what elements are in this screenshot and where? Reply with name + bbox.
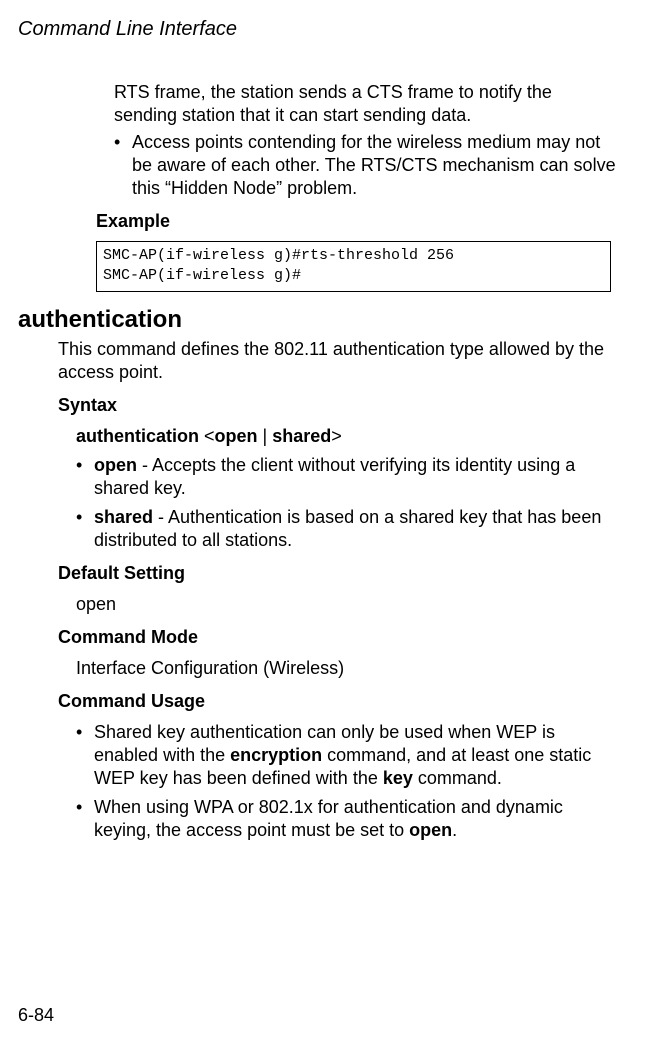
syntax-line: authentication <open | shared> xyxy=(76,425,617,448)
syntax-lt: < xyxy=(204,426,215,446)
opt-open: • open - Accepts the client without veri… xyxy=(76,454,617,500)
command-intro: This command defines the 802.11 authenti… xyxy=(58,338,617,384)
code-line-1: SMC-AP(if-wireless g)#rts-threshold 256 xyxy=(103,247,454,264)
usage2-pre: When using WPA or 802.1x for authenticat… xyxy=(94,797,563,840)
syntax-block: Syntax authentication <open | shared> • … xyxy=(76,394,617,843)
top-block: RTS frame, the station sends a CTS frame… xyxy=(114,81,617,200)
usage-label: Command Usage xyxy=(58,690,617,713)
usage1-text: Shared key authentication can only be us… xyxy=(94,721,617,790)
syntax-pipe: | xyxy=(258,426,273,446)
usage-bullet-2: • When using WPA or 802.1x for authentic… xyxy=(76,796,617,842)
opt-shared-text: shared - Authentication is based on a sh… xyxy=(94,506,617,552)
top-bullet-text: Access points contending for the wireles… xyxy=(132,131,617,200)
bullet-dot: • xyxy=(76,721,94,790)
syntax-shared: shared xyxy=(272,426,331,446)
usage1-b1: encryption xyxy=(230,745,322,765)
usage2-text: When using WPA or 802.1x for authenticat… xyxy=(94,796,617,842)
example-wrap: Example xyxy=(96,210,617,233)
bullet-dot: • xyxy=(76,454,94,500)
default-label: Default Setting xyxy=(58,562,617,585)
syntax-gt: > xyxy=(331,426,342,446)
opt-shared: • shared - Authentication is based on a … xyxy=(76,506,617,552)
example-code-box: SMC-AP(if-wireless g)#rts-threshold 256 … xyxy=(96,241,611,292)
bullet-dot: • xyxy=(76,506,94,552)
example-label: Example xyxy=(96,210,617,233)
command-intro-text: This command defines the 802.11 authenti… xyxy=(58,338,617,384)
usage1-post: command. xyxy=(413,768,502,788)
usage2-post: . xyxy=(452,820,457,840)
page-number: 6-84 xyxy=(18,1005,54,1026)
usage1-b2: key xyxy=(383,768,413,788)
code-line-2: SMC-AP(if-wireless g)# xyxy=(103,267,301,284)
page: Command Line Interface RTS frame, the st… xyxy=(0,0,657,1052)
command-heading: authentication xyxy=(18,306,627,334)
opt-shared-term: shared xyxy=(94,507,153,527)
continuation-text: RTS frame, the station sends a CTS frame… xyxy=(114,81,617,127)
bullet-dot: • xyxy=(114,131,132,200)
syntax-label: Syntax xyxy=(58,394,617,417)
running-header: Command Line Interface xyxy=(18,18,627,41)
opt-open-term: open xyxy=(94,455,137,475)
usage-bullet-1: • Shared key authentication can only be … xyxy=(76,721,617,790)
top-bullet: • Access points contending for the wirel… xyxy=(114,131,617,200)
opt-open-text: open - Accepts the client without verify… xyxy=(94,454,617,500)
mode-label: Command Mode xyxy=(58,626,617,649)
bullet-dot: • xyxy=(76,796,94,842)
default-value: open xyxy=(76,593,617,616)
syntax-cmd: authentication xyxy=(76,426,199,446)
code-wrap: SMC-AP(if-wireless g)#rts-threshold 256 … xyxy=(96,241,611,292)
opt-open-desc: - Accepts the client without verifying i… xyxy=(94,455,575,498)
mode-value: Interface Configuration (Wireless) xyxy=(76,657,617,680)
syntax-open: open xyxy=(215,426,258,446)
opt-shared-desc: - Authentication is based on a shared ke… xyxy=(94,507,601,550)
usage2-b1: open xyxy=(409,820,452,840)
